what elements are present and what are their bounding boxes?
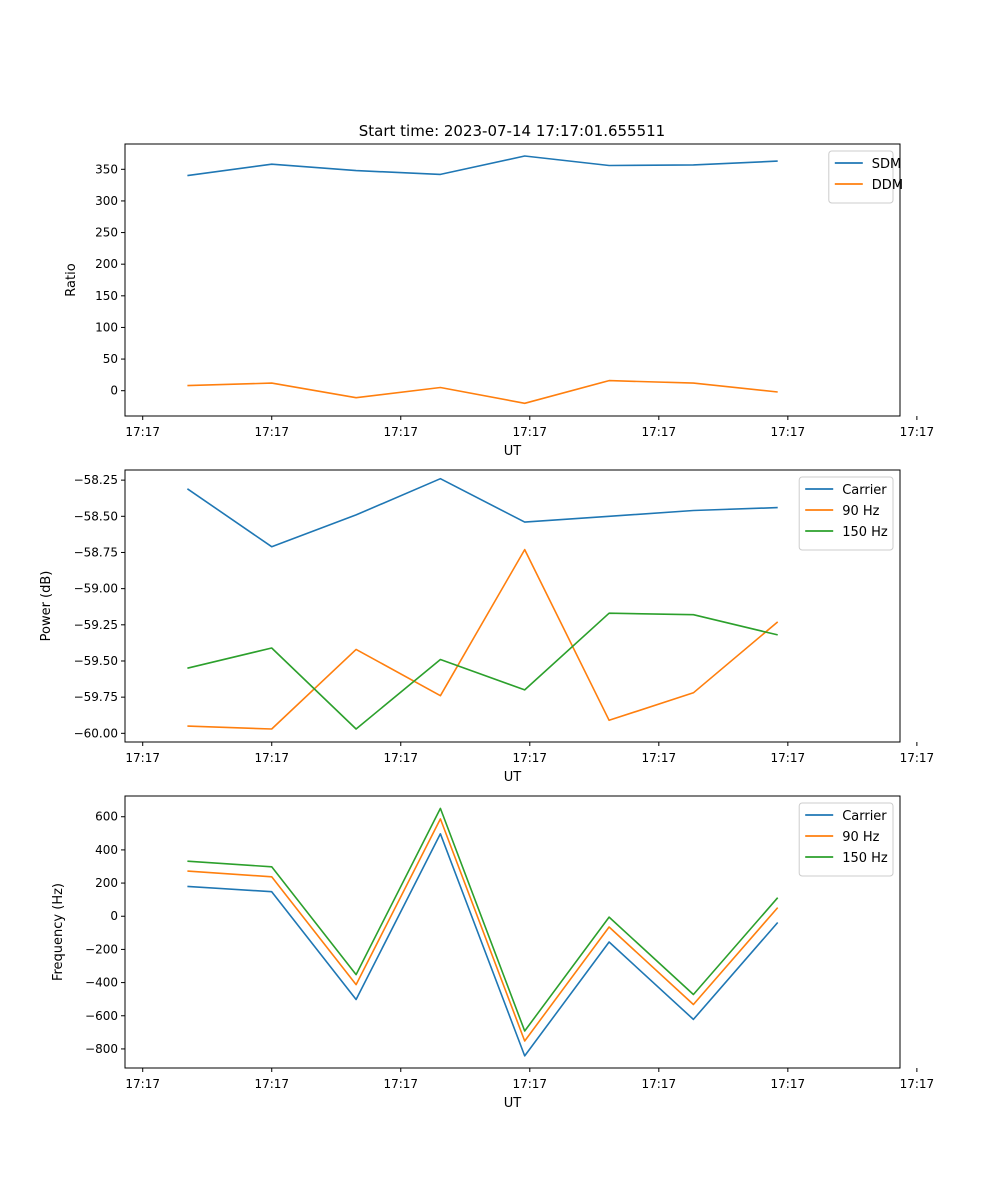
- y-tick-label: −59.75: [74, 690, 118, 704]
- subplot-2: 17:17 17:17 17:17 17:17 17:17 17:17 17:17 −60.0…: [39, 469, 935, 785]
- y-tick-label: 200: [95, 257, 118, 271]
- x-tick-label: 17:17: [254, 1077, 289, 1091]
- y-tick-label: 250: [95, 226, 118, 240]
- y-tick-label: −60.00: [74, 726, 118, 740]
- series-line-90-hz: [187, 818, 779, 1042]
- x-axis-label: UT: [504, 444, 522, 459]
- subplot-1: 17:17 17:17 17:17 17:17 17:17 17:17 17:17 0 50 10…: [64, 143, 935, 459]
- y-tick-label: 300: [95, 194, 118, 208]
- y-tick-label: 150: [95, 289, 118, 303]
- y-tick-label: 0: [110, 384, 118, 398]
- series-line-90-hz: [187, 548, 779, 730]
- x-tick-label: 17:17: [900, 1077, 935, 1091]
- y-tick-label: −59.25: [74, 618, 118, 632]
- legend-label: DDM: [872, 178, 903, 193]
- chart-title: Start time: 2023-07-14 17:17:01.655511: [359, 122, 665, 140]
- x-tick-label: 17:17: [383, 1077, 418, 1091]
- legend-label: 150 Hz: [842, 525, 888, 540]
- legend-label: 150 Hz: [842, 851, 888, 866]
- y-tick-label: 600: [95, 810, 118, 824]
- legend: Carrier 90 Hz 150 Hz: [798, 802, 894, 877]
- legend-label: Carrier: [842, 809, 887, 824]
- x-tick-label: 17:17: [900, 425, 935, 439]
- y-tick-label: 0: [110, 909, 118, 923]
- legend-label: SDM: [872, 157, 901, 172]
- axes-frame: [124, 795, 901, 1069]
- y-tick-label: −58.25: [74, 473, 118, 487]
- x-tick-label: 17:17: [512, 1077, 547, 1091]
- y-tick-label: 400: [95, 843, 118, 857]
- legend-label: Carrier: [842, 483, 887, 498]
- x-tick-label: 17:17: [512, 751, 547, 765]
- subplots: 17:17 17:17 17:17 17:17 17:17 17:17 17:17 0 50 10…: [39, 143, 935, 1111]
- x-tick-label: 17:17: [900, 751, 935, 765]
- y-axis-label: Power (dB): [39, 571, 54, 642]
- legend-label: 90 Hz: [842, 830, 879, 845]
- series-line-carrier: [187, 832, 779, 1057]
- x-tick-label: 17:17: [383, 751, 418, 765]
- x-tick-label: 17:17: [254, 425, 289, 439]
- x-tick-label: 17:17: [383, 425, 418, 439]
- y-axis-label: Ratio: [64, 263, 79, 296]
- legend: Carrier 90 Hz 150 Hz: [798, 476, 894, 551]
- x-tick-label: 17:17: [125, 1077, 160, 1091]
- y-tick-label: −58.75: [74, 545, 118, 559]
- y-tick-label: 100: [95, 320, 118, 334]
- legend-label: 90 Hz: [842, 504, 879, 519]
- y-tick-label: 200: [95, 876, 118, 890]
- subplot-3: 17:17 17:17 17:17 17:17 17:17 17:17 17:17 −800 −…: [51, 795, 935, 1111]
- x-tick-label: 17:17: [771, 1077, 806, 1091]
- series-line-sdm: [187, 155, 778, 177]
- x-tick-label: 17:17: [512, 425, 547, 439]
- y-tick-label: 350: [95, 162, 118, 176]
- y-tick-label: −200: [85, 942, 118, 956]
- x-tick-label: 17:17: [771, 751, 806, 765]
- x-tick-label: 17:17: [771, 425, 806, 439]
- legend: SDM DDM: [828, 150, 903, 204]
- x-tick-label: 17:17: [125, 751, 160, 765]
- axes-frame: [124, 143, 901, 417]
- x-axis-label: UT: [504, 770, 522, 785]
- axes-frame: [124, 469, 901, 743]
- x-tick-label: 17:17: [642, 1077, 677, 1091]
- series-line-150-hz: [187, 807, 779, 1032]
- x-tick-label: 17:17: [254, 751, 289, 765]
- legend-box: [828, 150, 894, 204]
- y-tick-label: 50: [103, 352, 118, 366]
- y-tick-label: −800: [85, 1042, 118, 1056]
- x-tick-label: 17:17: [642, 751, 677, 765]
- x-tick-label: 17:17: [125, 425, 160, 439]
- y-axis-label: Frequency (Hz): [51, 883, 66, 981]
- series-line-carrier: [186, 477, 778, 548]
- y-tick-label: −600: [85, 1009, 118, 1023]
- y-tick-label: −59.50: [74, 654, 118, 668]
- series-line-150-hz: [187, 612, 778, 730]
- y-tick-label: −400: [85, 976, 118, 990]
- y-tick-label: −59.00: [74, 582, 118, 596]
- series-line-ddm: [187, 379, 778, 405]
- y-tick-label: −58.50: [74, 509, 118, 523]
- x-axis-label: UT: [504, 1096, 522, 1111]
- x-tick-label: 17:17: [642, 425, 677, 439]
